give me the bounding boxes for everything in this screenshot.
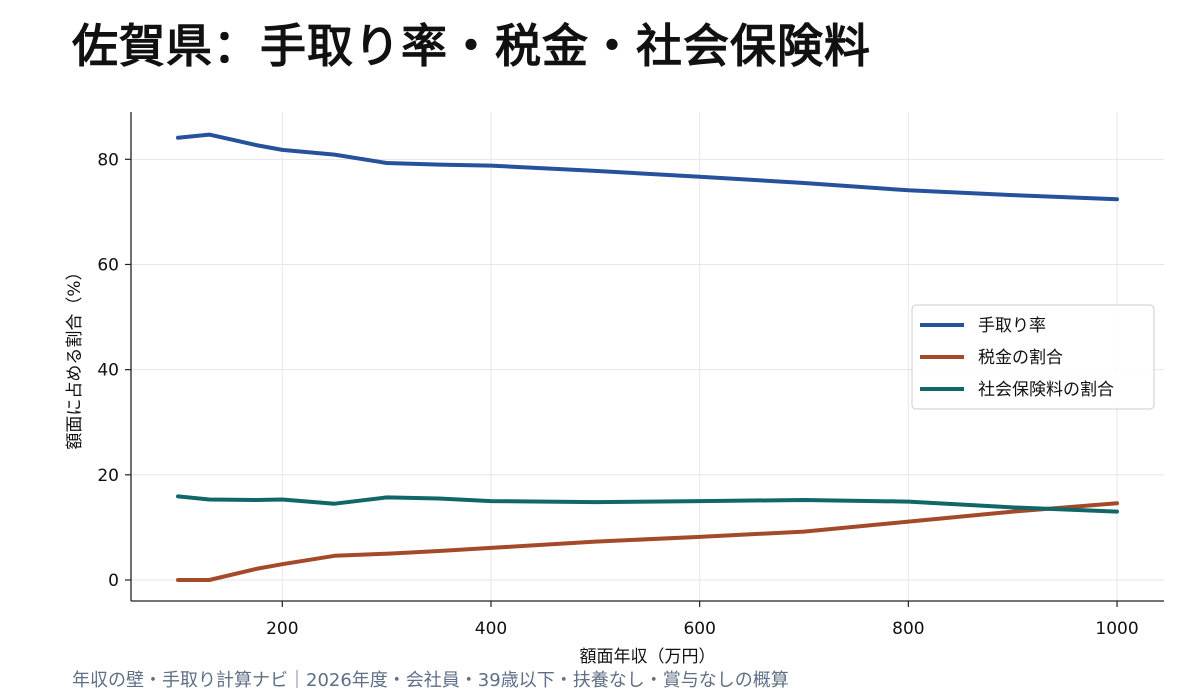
- x-tick-label: 600: [683, 619, 715, 639]
- legend-label: 手取り率: [978, 316, 1046, 336]
- y-tick-label: 0: [108, 571, 119, 591]
- y-tick-label: 60: [97, 255, 119, 275]
- series-line-3: [176, 494, 1119, 514]
- legend-box: [911, 304, 1155, 410]
- y-axis-label: 額面に占める割合（%）: [65, 263, 85, 449]
- page-title: 佐賀県：手取り率・税金・社会保険料: [72, 19, 871, 73]
- footer-note: 年収の壁・手取り計算ナビ｜2026年度・会社員・39歳以下・扶養なし・賞与なしの…: [72, 670, 789, 691]
- x-tick-label: 1000: [1095, 619, 1138, 639]
- y-tick-label: 20: [97, 466, 119, 486]
- x-tick-label: 800: [892, 619, 924, 639]
- series-line-2: [176, 501, 1119, 582]
- y-tick-label: 40: [97, 361, 119, 381]
- x-tick-label: 400: [475, 619, 507, 639]
- legend-label: 税金の割合: [978, 348, 1063, 368]
- legend-label: 社会保険料の割合: [978, 380, 1114, 400]
- y-tick-label: 80: [97, 150, 119, 170]
- x-axis-label: 額面年収（万円）: [580, 647, 716, 667]
- series-line-1: [176, 132, 1119, 202]
- x-tick-label: 200: [266, 619, 298, 639]
